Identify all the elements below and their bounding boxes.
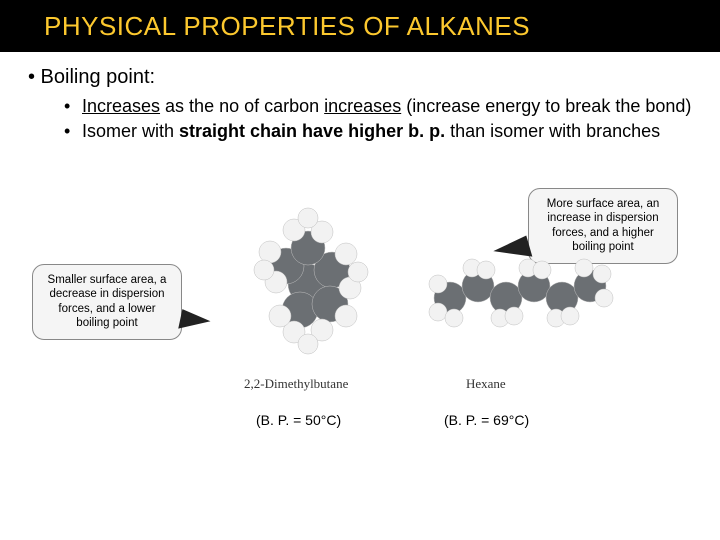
slide-title: PHYSICAL PROPERTIES OF ALKANES	[44, 11, 530, 42]
sub1-mid: as the no of carbon	[160, 96, 324, 116]
sub-bullet-1: Increases as the no of carbon increases …	[60, 95, 692, 118]
title-bar: PHYSICAL PROPERTIES OF ALKANES	[0, 0, 720, 52]
sub2-bold: straight chain have higher b. p.	[179, 121, 445, 141]
content-area: • Boiling point: Increases as the no of …	[0, 52, 720, 474]
sub2-rest: than isomer with branches	[445, 121, 660, 141]
molecule-1-name: 2,2-Dimethylbutane	[244, 376, 348, 392]
sub2-prefix: Isomer with	[82, 121, 179, 141]
callout-left: Smaller surface area, a decrease in disp…	[32, 264, 182, 340]
callout-left-tail	[178, 309, 212, 335]
sub-bullet-2: Isomer with straight chain have higher b…	[60, 120, 692, 143]
boiling-point-1: (B. P. = 50°C)	[256, 412, 341, 428]
molecule-2-name: Hexane	[466, 376, 506, 392]
molecule-hexane	[426, 238, 626, 348]
boiling-point-2: (B. P. = 69°C)	[444, 412, 529, 428]
molecule-dimethylbutane	[238, 204, 378, 364]
sub1-underline-2: increases	[324, 96, 401, 116]
diagram-area: Smaller surface area, a decrease in disp…	[28, 144, 692, 474]
main-bullet: • Boiling point:	[28, 66, 692, 89]
sub1-rest: (increase energy to break the bond)	[401, 96, 691, 116]
sub-bullet-list: Increases as the no of carbon increases …	[28, 95, 692, 142]
sub1-underline-1: Increases	[82, 96, 160, 116]
